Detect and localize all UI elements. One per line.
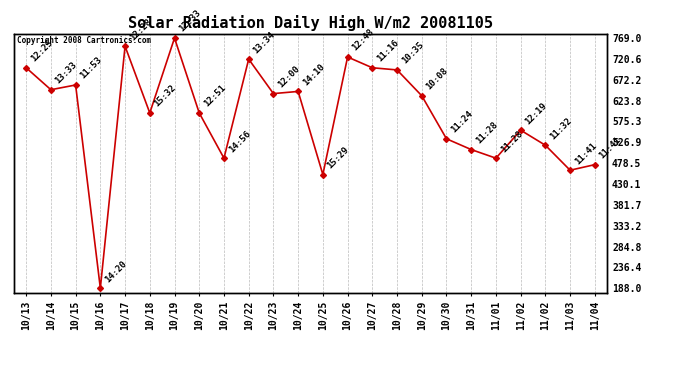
Text: 11:24: 11:24 xyxy=(449,109,475,135)
Text: 12:28: 12:28 xyxy=(128,17,153,42)
Text: 11:41: 11:41 xyxy=(598,135,623,160)
Title: Solar Radiation Daily High W/m2 20081105: Solar Radiation Daily High W/m2 20081105 xyxy=(128,15,493,31)
Text: 11:28: 11:28 xyxy=(499,129,524,154)
Text: 11:28: 11:28 xyxy=(474,120,500,146)
Text: 12:51: 12:51 xyxy=(202,83,228,109)
Text: 13:33: 13:33 xyxy=(54,60,79,86)
Text: 11:32: 11:32 xyxy=(548,116,573,141)
Text: 14:20: 14:20 xyxy=(103,259,128,284)
Text: 13:34: 13:34 xyxy=(251,30,277,55)
Text: 12:00: 12:00 xyxy=(276,64,302,89)
Text: 12:48: 12:48 xyxy=(351,27,376,53)
Text: 15:29: 15:29 xyxy=(326,145,351,170)
Text: 11:16: 11:16 xyxy=(375,38,400,64)
Text: 14:10: 14:10 xyxy=(301,62,326,87)
Text: 10:35: 10:35 xyxy=(400,40,425,66)
Text: Copyright 2008 Cartronics.com: Copyright 2008 Cartronics.com xyxy=(17,36,151,45)
Text: 14:56: 14:56 xyxy=(227,129,252,154)
Text: 12:25: 12:25 xyxy=(29,38,55,64)
Text: 15:32: 15:32 xyxy=(152,83,178,109)
Text: 11:53: 11:53 xyxy=(79,56,103,81)
Text: 12:33: 12:33 xyxy=(177,9,203,34)
Text: 10:08: 10:08 xyxy=(424,66,450,92)
Text: 12:19: 12:19 xyxy=(524,100,549,126)
Text: 11:41: 11:41 xyxy=(573,141,598,166)
